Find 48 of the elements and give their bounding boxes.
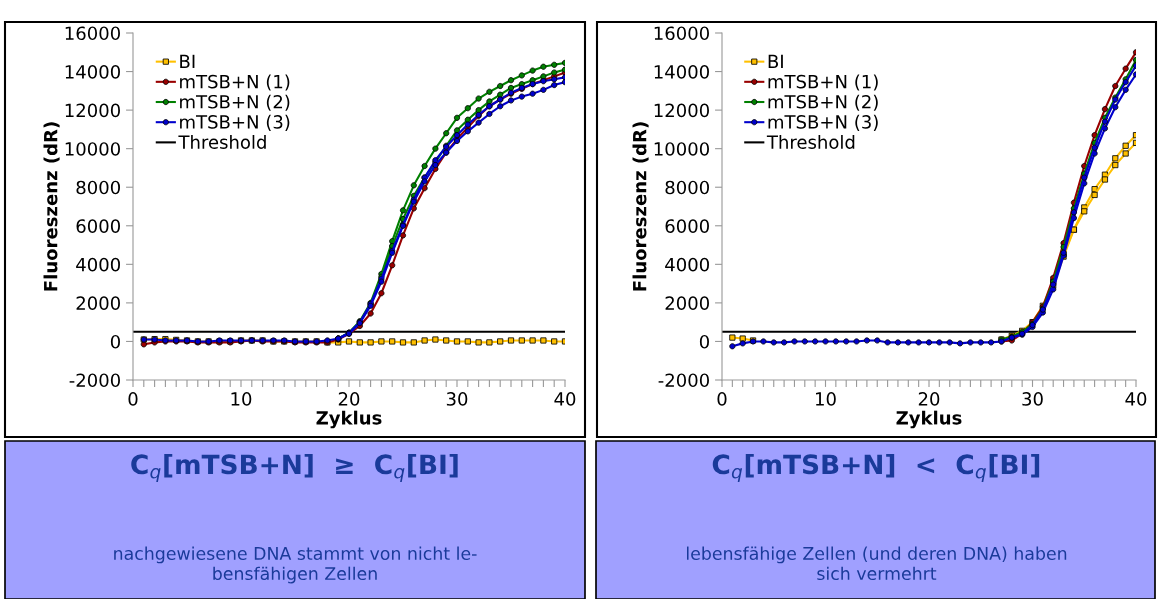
- y-tick-label: 14000: [65, 65, 120, 79]
- y-tick-label: -2000: [69, 373, 120, 388]
- y-tick-label: 10000: [654, 142, 709, 156]
- y-tick-label: 0: [699, 334, 709, 349]
- y-tick-label: 4000: [76, 257, 120, 272]
- x-tick-label: 30: [1022, 392, 1043, 406]
- legend-label: Threshold: [178, 134, 266, 149]
- legend-label: mTSB+N (1): [768, 74, 878, 91]
- x-tick-label: 10: [816, 392, 836, 406]
- x-axis-title: Zyklus: [896, 410, 962, 429]
- legend-label: mTSB+N (1): [180, 74, 290, 91]
- y-tick-label: 4000: [665, 257, 709, 272]
- y-tick-label: 10000: [65, 142, 120, 156]
- y-tick-label: 14000: [654, 65, 709, 79]
- y-tick-label: 6000: [76, 219, 120, 233]
- y-tick-label: 12000: [65, 103, 120, 118]
- y-tick-label: 2000: [665, 296, 709, 311]
- y-tick-label: 2000: [76, 296, 120, 311]
- text: C$_{q}$[mTSB+N] < C$_{q}$[BI]: [712, 453, 1040, 483]
- legend-label: mTSB+N (2): [180, 94, 290, 111]
- x-tick-label: 10: [231, 392, 252, 406]
- text: nachgewiesene DNA stammt von nicht le- bensfähigen Zellen: [114, 546, 477, 584]
- y-axis-title: Fluoreszenz (dR): [43, 122, 60, 291]
- text: C$_{q}$[mTSB+N] ≥ C$_{q}$[BI]: [131, 453, 458, 483]
- y-tick-label: 8000: [76, 180, 120, 195]
- x-axis-title: Zyklus: [316, 410, 382, 429]
- x-tick-label: 40: [1125, 392, 1147, 406]
- x-tick-label: 40: [554, 392, 576, 406]
- y-tick-label: 12000: [654, 103, 709, 118]
- legend-label: mTSB+N (3): [180, 114, 290, 131]
- legend-label: mTSB+N (3): [768, 114, 878, 131]
- y-tick-label: 16000: [654, 26, 709, 41]
- legend-label: Threshold: [766, 134, 855, 149]
- y-tick-label: -2000: [658, 373, 709, 388]
- x-tick-label: 30: [446, 392, 468, 406]
- x-tick-label: 20: [918, 392, 940, 406]
- legend-label: BI: [768, 54, 783, 68]
- legend-label: mTSB+N (2): [768, 94, 878, 111]
- y-tick-label: 8000: [665, 180, 709, 195]
- legend-label: BI: [180, 54, 195, 68]
- y-tick-label: 0: [110, 334, 120, 349]
- text: lebensfähige Zellen (und deren DNA) haben sich vermehrt: [686, 546, 1067, 581]
- y-axis-title: Fluoreszenz (dR): [632, 122, 649, 291]
- x-tick-label: 0: [128, 392, 138, 406]
- y-tick-label: 6000: [665, 219, 709, 233]
- y-tick-label: 16000: [65, 26, 120, 41]
- x-tick-label: 20: [338, 392, 360, 406]
- x-tick-label: 0: [717, 392, 727, 406]
